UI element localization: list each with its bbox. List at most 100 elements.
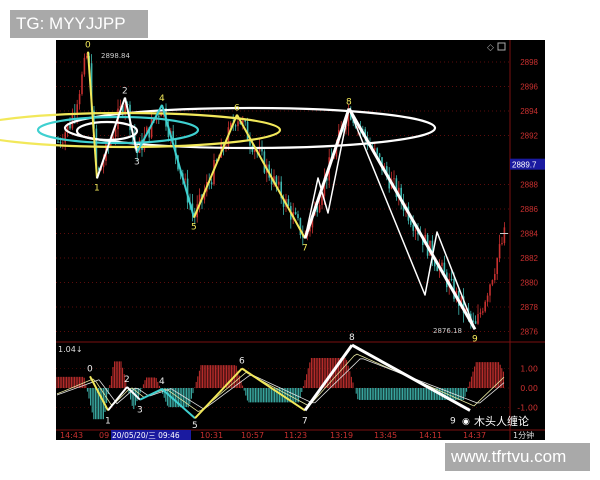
candle-body (59, 141, 62, 143)
wave-segment (193, 114, 238, 218)
wave-label: 8 (346, 98, 352, 108)
candle-body (374, 148, 376, 150)
sub-wave (348, 108, 476, 330)
current-price-box (510, 158, 545, 170)
macd-wave-segment (139, 388, 163, 401)
wave-segment (303, 108, 351, 239)
candle-body (210, 182, 213, 185)
candle-body (230, 123, 232, 128)
wave-segment (136, 104, 163, 154)
macd-wave-label: 0 (87, 364, 93, 374)
candle-body (184, 178, 186, 180)
time-tick-label: 09 (99, 431, 109, 440)
candle-body (352, 119, 354, 123)
candle-body (400, 187, 402, 202)
candle-body (484, 301, 486, 312)
price-tick-label: 2894 (520, 107, 538, 116)
macd-wave-label: 5 (192, 421, 198, 431)
period-label: 1分钟 (513, 430, 534, 440)
candle-body (237, 121, 239, 127)
candle-body (83, 57, 86, 75)
candle-body (398, 187, 400, 197)
price-tick-label: 2898 (520, 58, 538, 67)
candle-body (441, 262, 443, 267)
candle-body (64, 132, 66, 143)
candle-body (453, 279, 455, 299)
candle-body (69, 123, 71, 129)
candle-body (268, 164, 270, 178)
wave-segment (96, 97, 126, 179)
candle-body (491, 280, 494, 285)
candle-body (86, 56, 88, 58)
time-tick-label: 14:11 (419, 431, 442, 440)
annotation-ellipse (75, 120, 139, 142)
macd-tick-label: 0.00 (520, 384, 538, 393)
diamond-icon: ◇ (487, 43, 494, 53)
dif-line (56, 353, 505, 412)
candle-body (472, 320, 474, 322)
candle-body (299, 218, 302, 236)
candle-body (66, 123, 69, 133)
candle-body (119, 105, 122, 109)
candle-body (477, 314, 479, 324)
price-tick-label: 2878 (520, 303, 538, 312)
macd-indicator-label: 1.04↓ (58, 345, 83, 354)
wave-label: 2 (122, 87, 128, 97)
candle-body (316, 206, 318, 213)
watermark-top: TG: MYYJJPP (10, 10, 148, 38)
candle-body (158, 115, 160, 117)
cursor-time-label: 20/05/20/三 09:46 (112, 431, 180, 440)
candle-body (395, 178, 398, 197)
candle-body (275, 176, 278, 185)
candle-body (486, 295, 489, 302)
macd-wave-label: 7 (302, 416, 308, 426)
candle-body (496, 258, 498, 275)
candle-body (376, 148, 378, 154)
candle-body (333, 156, 335, 159)
macd-wave-label: 9 (450, 416, 456, 426)
candle-body (261, 148, 263, 152)
time-tick-label: 10:31 (200, 431, 223, 440)
price-tick-label: 2882 (520, 254, 538, 263)
candle-body (246, 121, 249, 140)
chart-background (56, 40, 545, 440)
candle-body (278, 181, 280, 185)
candle-body (114, 129, 117, 137)
candle-body (431, 240, 434, 261)
candle-body (215, 160, 218, 162)
candle-body (474, 321, 477, 324)
candle-body (270, 177, 273, 185)
candle-body (254, 150, 256, 152)
candle-body (434, 260, 436, 267)
candle-body (410, 220, 412, 225)
candle-body (122, 105, 124, 114)
wave-segment (236, 114, 306, 239)
wave-segment (87, 51, 98, 179)
candle-body (191, 203, 194, 213)
wave-label: 0 (85, 41, 91, 51)
price-tick-label: 2896 (520, 83, 538, 92)
price-tick-label: 2888 (520, 181, 538, 190)
time-tick-label: 13:45 (374, 431, 397, 440)
candle-body (234, 125, 237, 127)
time-tick-label: 11:23 (284, 431, 307, 440)
candle-body (76, 104, 78, 115)
candle-body (294, 211, 297, 215)
macd-wave-label: 4 (159, 377, 165, 387)
candle-body (203, 191, 206, 200)
candle-body (482, 311, 484, 313)
macd-wave-segment (194, 367, 243, 419)
cursor-time-box (111, 430, 191, 440)
wave-segment (161, 104, 195, 218)
candle-body (150, 118, 153, 138)
macd-wave-segment (89, 375, 109, 411)
macd-wave-segment (241, 367, 306, 412)
candle-body (174, 140, 177, 156)
macd-wave-segment (126, 386, 141, 401)
candle-body (112, 136, 114, 140)
candle-body (386, 166, 388, 175)
candle-body (414, 230, 417, 232)
macd-tick-label: 1.00 (520, 365, 538, 374)
macd-wave-segment (107, 386, 128, 412)
